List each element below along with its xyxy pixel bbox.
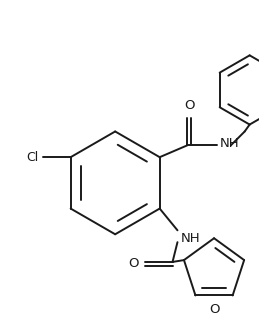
Text: O: O — [184, 99, 194, 112]
Text: Cl: Cl — [26, 151, 38, 164]
Text: O: O — [128, 257, 139, 271]
Text: O: O — [209, 303, 219, 316]
Text: NH: NH — [180, 232, 200, 245]
Text: NH: NH — [220, 137, 240, 150]
